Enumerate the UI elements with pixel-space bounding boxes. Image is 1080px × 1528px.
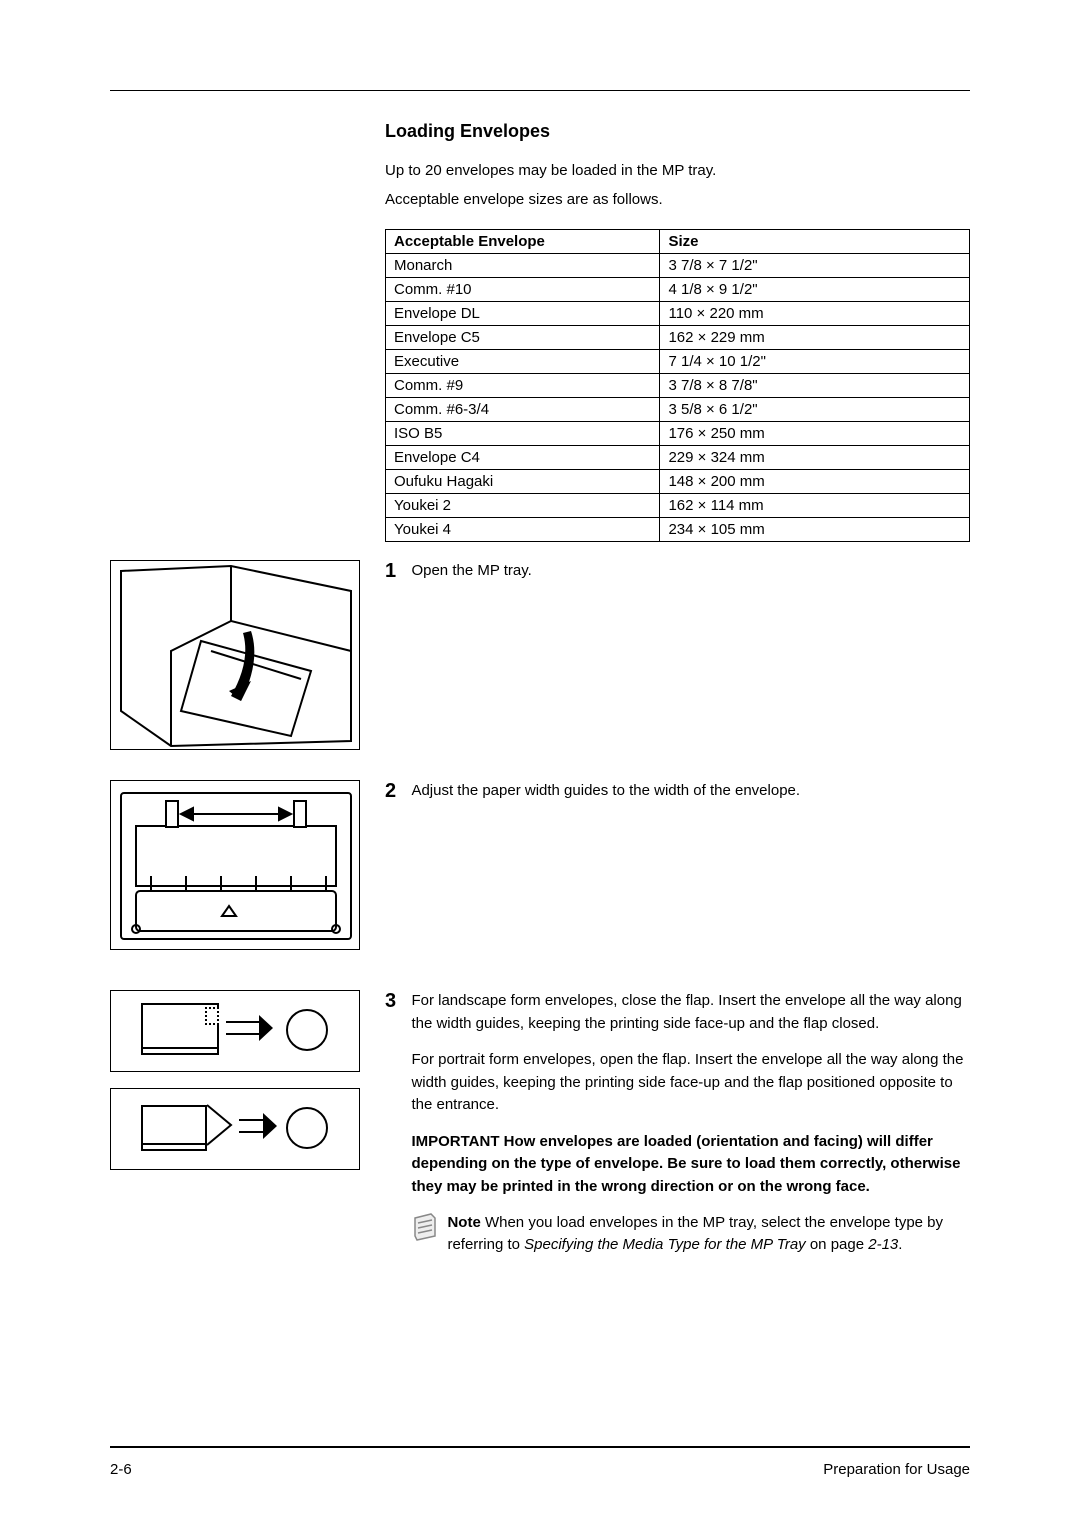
- step3-p2: For portrait form envelopes, open the fl…: [411, 1049, 966, 1117]
- step2-number: 2: [385, 780, 407, 803]
- note-label: Note: [447, 1214, 480, 1231]
- table-row: Envelope C4229 × 324 mm: [386, 446, 970, 470]
- table-row: ISO B5176 × 250 mm: [386, 422, 970, 446]
- table-row: Envelope DL110 × 220 mm: [386, 302, 970, 326]
- step3-text: For landscape form envelopes, close the …: [411, 990, 966, 1256]
- top-rule: [110, 90, 970, 91]
- bottom-rule: [110, 1446, 970, 1448]
- intro-line-1: Up to 20 envelopes may be loaded in the …: [385, 160, 970, 183]
- page-footer: 2-6 Preparation for Usage: [110, 1461, 970, 1478]
- table-row: Envelope C5162 × 229 mm: [386, 326, 970, 350]
- table-row: Executive7 1/4 × 10 1/2": [386, 350, 970, 374]
- step3-p1: For landscape form envelopes, close the …: [411, 990, 966, 1035]
- table-row: Oufuku Hagaki148 × 200 mm: [386, 470, 970, 494]
- step2-text: Adjust the paper width guides to the wid…: [411, 780, 966, 803]
- step3-illustration: [110, 990, 360, 1170]
- step1-illustration: [110, 560, 360, 750]
- envelope-size-table: Acceptable Envelope Size Monarch3 7/8 × …: [385, 229, 970, 542]
- table-header-size: Size: [660, 230, 970, 254]
- table-row: Comm. #93 7/8 × 8 7/8": [386, 374, 970, 398]
- note-icon: [411, 1212, 437, 1242]
- important-label: IMPORTANT: [411, 1133, 499, 1150]
- table-header-envelope: Acceptable Envelope: [386, 230, 660, 254]
- table-row: Monarch3 7/8 × 7 1/2": [386, 254, 970, 278]
- table-row: Comm. #104 1/8 × 9 1/2": [386, 278, 970, 302]
- step3-important: IMPORTANT How envelopes are loaded (orie…: [411, 1131, 966, 1199]
- table-row: Youkei 4234 × 105 mm: [386, 518, 970, 542]
- page-number: 2-6: [110, 1461, 132, 1478]
- step1-text: Open the MP tray.: [411, 560, 966, 583]
- step3-portrait-diagram: [110, 1088, 360, 1170]
- intro-line-2: Acceptable envelope sizes are as follows…: [385, 189, 970, 212]
- table-row: Comm. #6-3/43 5/8 × 6 1/2": [386, 398, 970, 422]
- step3-number: 3: [385, 990, 407, 1013]
- step1-number: 1: [385, 560, 407, 583]
- step2-illustration: [110, 780, 360, 950]
- table-row: Youkei 2162 × 114 mm: [386, 494, 970, 518]
- section-title: Loading Envelopes: [385, 121, 970, 142]
- note-block: Note When you load envelopes in the MP t…: [411, 1212, 966, 1256]
- step3-landscape-diagram: [110, 990, 360, 1072]
- footer-right: Preparation for Usage: [823, 1461, 970, 1478]
- note-text: Note When you load envelopes in the MP t…: [447, 1212, 966, 1256]
